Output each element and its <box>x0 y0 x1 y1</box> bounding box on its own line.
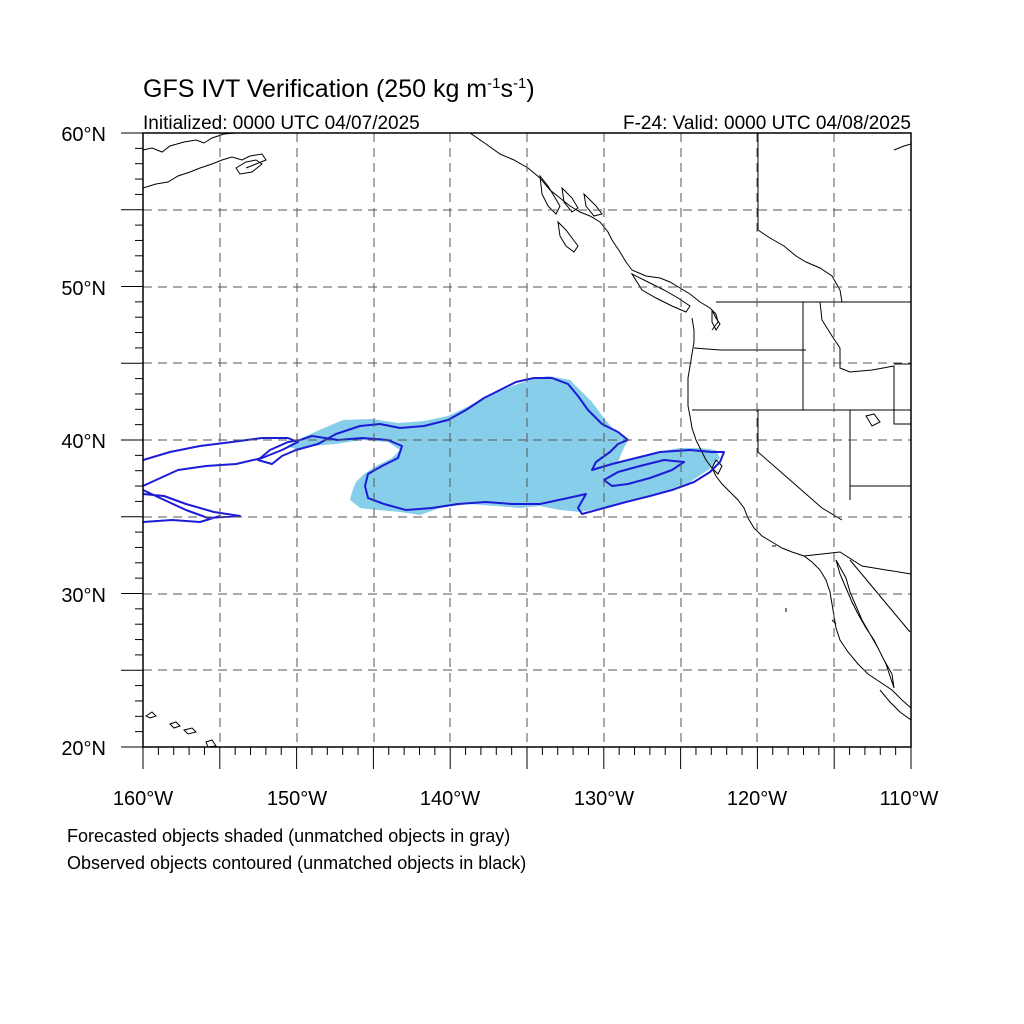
plot-title: GFS IVT Verification (250 kg m-1s-1) <box>143 75 535 103</box>
lat-label-50: 50°N <box>61 278 106 300</box>
puget-sound <box>711 309 721 331</box>
mainland-mexico-coast <box>879 689 911 721</box>
lat-label-40: 40°N <box>61 431 106 453</box>
valid-time: F-24: Valid: 0000 UTC 04/08/2025 <box>623 113 911 134</box>
observed-object-inner <box>603 459 685 487</box>
alaska-coast <box>143 133 237 153</box>
forecast-objects <box>287 376 720 515</box>
lat-label-30: 30°N <box>61 585 106 607</box>
haida-gwaii <box>557 220 579 253</box>
lon-labels: 160°W 150°W 140°W 130°W 120°W 110°W <box>113 788 939 810</box>
canada-inland <box>757 133 843 303</box>
baja-california <box>835 559 895 689</box>
lon-label-150w: 150°W <box>267 788 327 810</box>
alaska-peninsula <box>143 153 267 189</box>
caption-forecast: Forecasted objects shaded (unmatched obj… <box>67 826 511 846</box>
lon-label-130w: 130°W <box>574 788 634 810</box>
axis-ticks <box>121 132 912 769</box>
state-boundaries <box>692 301 911 575</box>
bc-coast <box>611 239 719 331</box>
graticule <box>143 133 911 747</box>
init-time: Initialized: 0000 UTC 04/07/2025 <box>143 113 420 134</box>
sf-bay <box>711 459 723 475</box>
observed-object-main <box>257 377 725 515</box>
observed-object-west-filament <box>143 437 299 523</box>
lon-label-160w: 160°W <box>113 788 173 810</box>
lat-labels: 60°N 50°N 40°N 30°N 20°N <box>61 124 106 760</box>
vancouver-island <box>630 272 691 313</box>
hawaii-islands <box>145 711 217 747</box>
kodiak-island <box>235 159 263 175</box>
lat-label-60: 60°N <box>61 124 106 146</box>
lon-label-140w: 140°W <box>420 788 480 810</box>
us-west-coast <box>687 317 911 709</box>
channel-islands <box>772 545 837 625</box>
alexander-archipelago <box>539 174 603 217</box>
lon-label-110w: 110°W <box>880 788 939 810</box>
coastlines <box>143 133 911 747</box>
lat-label-20: 20°N <box>61 738 106 760</box>
gulf-of-california-east <box>849 559 911 633</box>
caption-observed: Observed objects contoured (unmatched ob… <box>67 853 527 873</box>
observed-objects <box>143 377 725 523</box>
hudson-bay-area <box>893 143 911 151</box>
southeast-alaska-coast <box>469 133 613 241</box>
great-salt-lake <box>865 413 881 427</box>
forecast-object-main <box>287 376 720 515</box>
lon-label-120w: 120°W <box>727 788 787 810</box>
